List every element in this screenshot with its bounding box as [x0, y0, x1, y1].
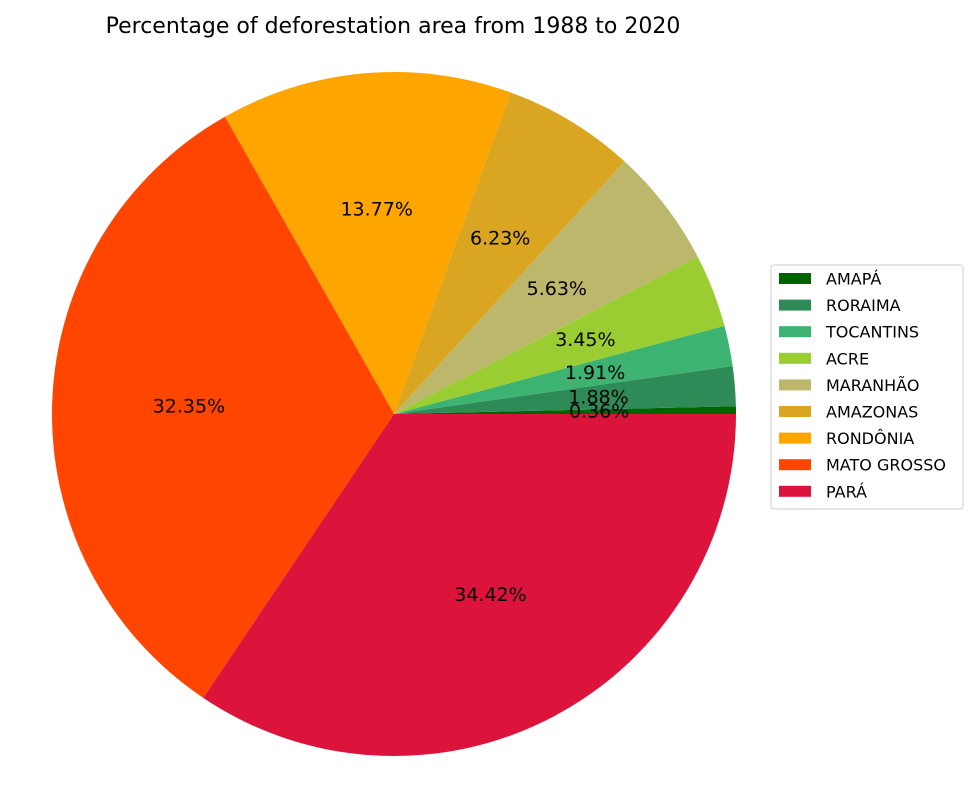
- pie-slice: [51, 116, 394, 698]
- pie-slice-label: 5.63%: [527, 278, 587, 300]
- legend-box: [770, 264, 964, 510]
- pie-slice: [394, 366, 736, 414]
- legend-label: MARANHÃO: [826, 376, 919, 395]
- pie-slice-labels: 0.36%1.88%1.91% 3.45% 5.63% 6.23% 13.77% 32.3…: [153, 199, 630, 607]
- pie-slices: [51, 71, 737, 756]
- pie-slice-label: 0.36%: [569, 401, 629, 423]
- legend-label: PARÁ: [826, 482, 867, 501]
- legend-swatch: [779, 379, 811, 391]
- pie-slice-label: 6.23%: [470, 227, 530, 249]
- legend-swatch: [779, 299, 811, 311]
- legend-swatch: [779, 406, 811, 417]
- legend-swatch: [779, 432, 811, 444]
- legend-label: MATO GROSSO: [826, 456, 946, 475]
- pie-slice-label: 32.35%: [153, 395, 225, 417]
- pie-slice: [394, 406, 736, 414]
- legend: AMAPÁ RORAIMA TOCANTINS ACRE MARANHÃO AMAZONA…: [770, 264, 964, 510]
- legend-label: ACRE: [826, 349, 869, 368]
- pie-slice-label: 1.88%: [568, 386, 628, 408]
- pie-slice: [394, 161, 698, 414]
- chart-title: Percentage of deforestation area from 19…: [106, 14, 681, 39]
- legend-label: AMAPÁ: [826, 270, 881, 289]
- legend-label: AMAZONAS: [826, 403, 918, 422]
- pie-slice-label: 13.77%: [340, 199, 412, 221]
- legend-swatch: [779, 352, 811, 364]
- legend-items: AMAPÁ RORAIMA TOCANTINS ACRE MARANHÃO AMAZONA…: [779, 270, 946, 501]
- pie-slice-label: 3.45%: [555, 329, 615, 351]
- legend-swatch: [779, 273, 811, 284]
- pie-slice-label: 1.91%: [565, 362, 625, 384]
- pie-slice: [394, 92, 625, 414]
- pie-slice-label: 34.42%: [454, 584, 526, 606]
- legend-label: RORAIMA: [826, 296, 901, 315]
- legend-label: RONDÔNIA: [826, 429, 914, 448]
- legend-label: TOCANTINS: [825, 323, 919, 342]
- pie-slice: [394, 256, 725, 414]
- legend-swatch: [779, 326, 811, 338]
- pie-slice: [224, 71, 511, 414]
- pie-slice: [203, 414, 737, 756]
- pie-slice: [394, 325, 733, 414]
- legend-swatch: [779, 459, 811, 471]
- legend-swatch: [779, 485, 811, 497]
